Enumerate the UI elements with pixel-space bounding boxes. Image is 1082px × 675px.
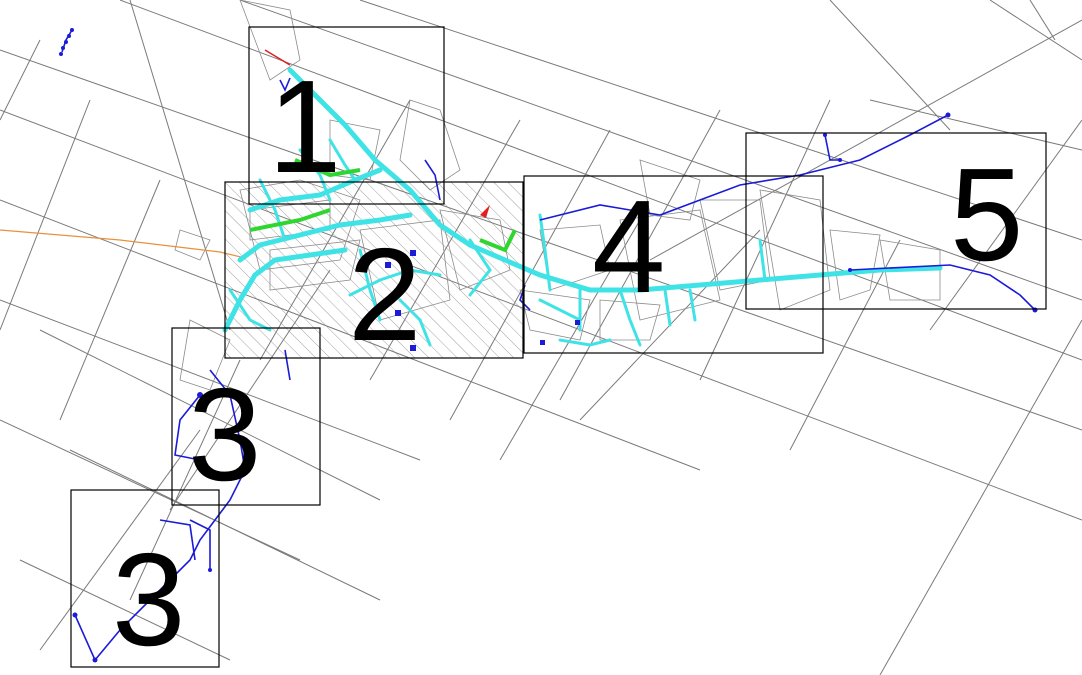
zone-label: 3 [112, 526, 185, 673]
zone-3-upper[interactable]: 3 [171, 327, 321, 508]
zone-label: 2 [348, 221, 421, 368]
branch-pipes [61, 29, 1036, 662]
zone-4[interactable]: 4 [523, 173, 824, 354]
network-nodes [59, 28, 1038, 663]
zone-label: 5 [950, 141, 1023, 288]
marker-icon [264, 49, 291, 66]
zone-1[interactable]: 1 [248, 26, 445, 205]
marker-icon [480, 205, 490, 218]
green-pipes [249, 158, 517, 253]
orange-line [0, 229, 246, 259]
zone-label: 4 [592, 173, 665, 320]
zone-2[interactable]: 2 [224, 181, 524, 368]
zone-label: 1 [268, 53, 341, 200]
zone-3-lower[interactable]: 3 [70, 489, 220, 673]
zone-5[interactable]: 5 [745, 132, 1047, 310]
zone-label: 3 [188, 361, 261, 508]
